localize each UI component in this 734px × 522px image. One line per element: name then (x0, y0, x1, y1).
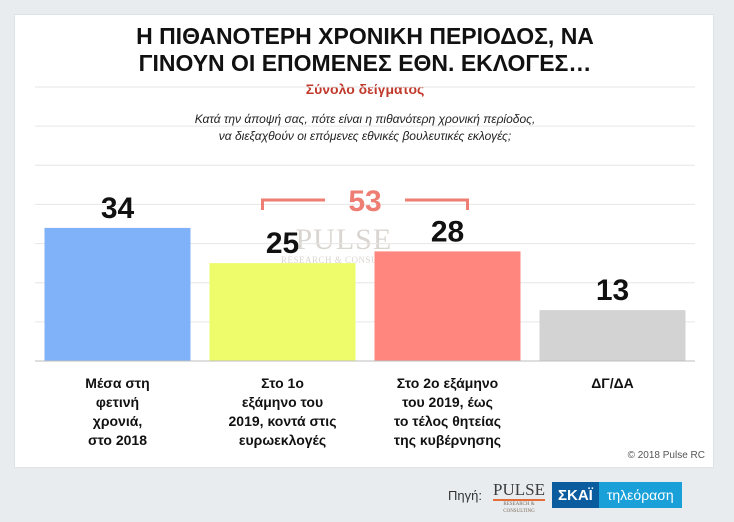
category-label-2-line-1: Στο 1ο (261, 375, 304, 391)
bar-3 (374, 251, 521, 361)
survey-question: Κατά την άποψή σας, πότε είναι η πιθανότ… (15, 111, 715, 145)
pulse-logo-main: PULSE (493, 480, 545, 501)
skai-brand: ΣΚΑΪ (552, 482, 599, 508)
bar-4 (539, 310, 686, 361)
value-label-2: 25 (266, 227, 299, 260)
category-label-4-line-1: ΔΓ/ΔΑ (591, 375, 634, 391)
title-line-1: Η ΠΙΘΑΝΟΤΕΡΗ ΧΡΟΝΙΚΗ ΠΕΡΙΟΔΟΣ, ΝΑ (136, 23, 594, 49)
category-label-1-line-1: Μέσα στη (85, 375, 149, 391)
chart-title: Η ΠΙΘΑΝΟΤΕΡΗ ΧΡΟΝΙΚΗ ΠΕΡΙΟΔΟΣ, ΝΑ ΓΙΝΟΥΝ… (15, 23, 715, 77)
category-label-3-line-1: Στο 2ο εξάμηνο (397, 375, 498, 391)
value-label-1: 34 (101, 192, 135, 225)
pulse-logo: PULSE RESEARCH & CONSULTING (493, 480, 545, 514)
pulse-logo-sub: RESEARCH & CONSULTING (503, 502, 535, 514)
value-label-3: 28 (431, 215, 464, 248)
category-label-2-line-2: εξάμηνο του (242, 394, 323, 410)
category-label-1-line-4: στο 2018 (88, 432, 147, 448)
category-label-3-line-3: το τέλος θητείας (394, 413, 501, 429)
category-label-3-line-2: του 2019, έως (402, 394, 493, 410)
pulse-watermark: PULSE RESEARCH & CONSULTING (281, 223, 407, 266)
sum-bracket-left (261, 198, 325, 210)
category-label-3-line-4: της κυβέρνησης (394, 432, 501, 448)
source-label: Πηγή: (448, 488, 482, 503)
copyright-note: © 2018 Pulse RC (627, 450, 705, 461)
category-label-2-line-4: ευρωεκλογές (239, 432, 326, 448)
bar-2 (209, 263, 356, 361)
sum-label: 53 (348, 185, 381, 218)
bar-1 (44, 227, 191, 361)
category-label-2-line-3: 2019, κοντά στις (229, 413, 337, 429)
sum-bracket-right (405, 198, 469, 210)
source-bar: Πηγή: PULSE RESEARCH & CONSULTING ΣΚΑΪ τ… (0, 470, 734, 522)
chart-subtitle: Σύνολο δείγματος (305, 81, 425, 97)
skai-tv-text: τηλεόραση (598, 482, 682, 508)
value-label-4: 13 (596, 274, 629, 307)
watermark-main: PULSE (295, 223, 393, 256)
question-line-1: Κατά την άποψή σας, πότε είναι η πιθανότ… (194, 112, 536, 126)
watermark-sub: RESEARCH & CONSULTING (281, 255, 407, 265)
title-line-2: ΓΙΝΟΥΝ ΟΙ ΕΠΟΜΕΝΕΣ ΕΘΝ. ΕΚΛΟΓΕΣ… (138, 50, 592, 76)
question-line-2: να διεξαχθούν οι επόμενες εθνικές βουλευ… (218, 129, 512, 143)
category-label-1-line-2: φετινή (96, 394, 139, 410)
bar-chart: 34 Μέσα στη φετινή χρονιά, στο 2018 25 Στο 1ο ε… (35, 86, 695, 448)
category-label-1-line-3: χρονιά, (93, 413, 142, 429)
skai-tv-logo: ΣΚΑΪ τηλεόραση (552, 482, 682, 508)
chart-card: Η ΠΙΘΑΝΟΤΕΡΗ ΧΡΟΝΙΚΗ ΠΕΡΙΟΔΟΣ, ΝΑ ΓΙΝΟΥΝ… (14, 14, 714, 468)
